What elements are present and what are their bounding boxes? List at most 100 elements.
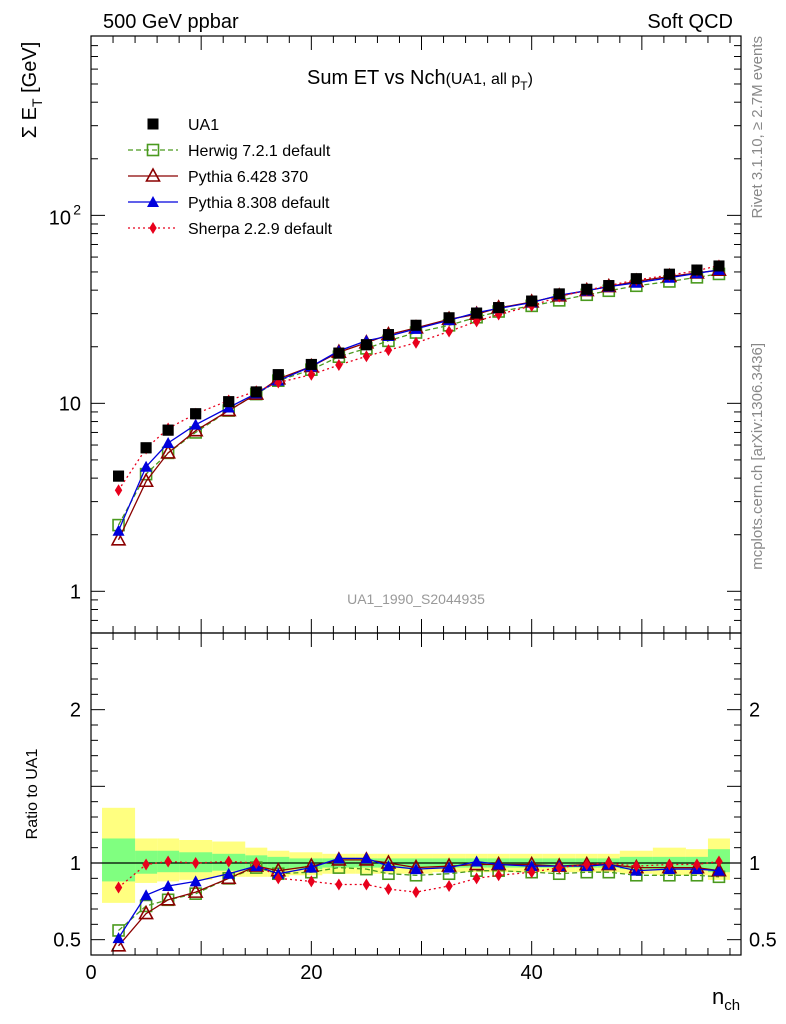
main-y-tick-label-exponent: 2 [73,201,81,217]
ratio-panel: 0.5 0.51 12 20 20 40 [53,632,777,984]
header-right: Soft QCD [647,11,733,33]
main-point-ua1 [250,386,262,398]
ratio-y-axis-label: Ratio to UA1 [24,749,41,840]
ratio-point-pythia-8-308-default [410,863,422,875]
ratio-point-pythia-6-428-370 [160,891,176,906]
ratio-y-tick-label-left: 2 [70,700,81,722]
main-point-ua1 [360,339,372,351]
ratio-point-pythia-6-428-370 [187,883,204,898]
ratio-point-sherpa-2-2-9-default [307,875,316,888]
ratio-point-pythia-8-308-default [140,889,153,901]
x-tick-label: 40 [521,962,543,984]
ratio-point-herwig-7-2-1-default [139,899,153,913]
ratio-point-sherpa-2-2-9-default [632,860,641,873]
ratio-frame [90,632,742,956]
main-point-ua1 [713,260,725,272]
ratio-point-sherpa-2-2-9-default [274,872,283,885]
legend-label: Sherpa 2.2.9 default [188,221,333,238]
main-line-pythia-6-428-370 [117,269,720,541]
main-point-sherpa-2-2-9-default [494,308,503,321]
main-point-pythia-8-308-default [162,437,175,449]
ratio-point-pythia-8-308-default [360,852,373,864]
analysis-watermark: UA1_1990_S2044935 [347,591,485,607]
main-point-ua1 [162,424,174,436]
header-left: 500 GeV ppbar [103,11,239,33]
main-point-pythia-6-428-370 [187,422,204,437]
source-label: mcplots.cern.ch [arXiv:1306.3436] [749,343,766,570]
main-point-ua1 [581,283,593,295]
ratio-point-pythia-8-308-default [525,860,538,872]
ratio-point-pythia-8-308-default [712,864,725,876]
legend-marker [146,143,160,157]
main-point-sherpa-2-2-9-default [472,315,481,328]
ratio-error-band-inner [102,838,136,882]
ratio-point-sherpa-2-2-9-default [362,878,371,891]
main-point-ua1 [272,369,284,381]
x-tick-label: 0 [85,962,96,984]
ratio-point-sherpa-2-2-9-default [224,855,233,868]
ratio-point-herwig-7-2-1-default [360,862,373,876]
main-point-ua1 [113,470,125,482]
main-point-sherpa-2-2-9-default [445,325,453,338]
main-point-ua1 [630,273,642,285]
main-point-ua1 [333,347,345,359]
ratio-y-tick-label-left: 1 [70,853,81,875]
main-point-sherpa-2-2-9-default [412,336,420,349]
legend-label: Herwig 7.2.1 default [188,143,331,160]
main-point-sherpa-2-2-9-default [114,484,123,497]
main-point-sherpa-2-2-9-default [335,358,343,371]
main-line-sherpa-2-2-9-default [117,264,720,491]
ratio-point-sherpa-2-2-9-default [583,858,591,871]
main-title: Sum ET vs Nch(UA1, all pT) [307,67,533,93]
ratio-point-sherpa-2-2-9-default [191,857,200,869]
ratio-point-sherpa-2-2-9-default [412,886,420,899]
rivet-version-label: Rivet 3.1.10, ≥ 2.7M events [749,36,766,219]
main-point-ua1 [663,268,675,280]
ratio-point-sherpa-2-2-9-default [693,858,701,871]
main-point-pythia-8-308-default [140,460,153,472]
ratio-error-band-inner [289,858,323,870]
ratio-y-tick-label-right: 2 [749,700,760,722]
ratio-point-sherpa-2-2-9-default [665,858,674,871]
legend-marker [147,118,159,130]
ratio-point-pythia-8-308-default [470,855,483,867]
legend-marker [145,167,161,182]
main-point-ua1 [553,288,565,300]
ratio-point-sherpa-2-2-9-default [252,857,260,869]
main-y-tick-label: 10 [59,393,81,415]
main-point-ua1 [223,396,235,408]
ratio-y-tick-label-right: 1 [749,853,760,875]
main-point-sherpa-2-2-9-default [307,368,316,381]
ratio-point-pythia-8-308-default [222,867,235,879]
ratio-point-pythia-8-308-default [492,858,505,870]
ratio-point-sherpa-2-2-9-default [605,857,613,869]
main-line-herwig-7-2-1-default [117,273,720,526]
x-axis-label: nch [712,984,740,1014]
ratio-point-pythia-6-428-370 [110,937,127,952]
main-y-tick-label: 10 [49,207,71,229]
legend-label: Pythia 8.308 default [188,195,330,212]
main-point-ua1 [382,329,394,341]
main-point-sherpa-2-2-9-default [362,350,371,363]
main-point-sherpa-2-2-9-default [384,344,393,357]
ratio-point-sherpa-2-2-9-default [384,883,393,896]
ratio-point-pythia-8-308-default [189,875,202,887]
main-point-ua1 [493,302,505,314]
main-point-ua1 [471,307,483,319]
ratio-point-sherpa-2-2-9-default [164,855,172,868]
ratio-point-sherpa-2-2-9-default [335,878,343,891]
main-point-pythia-6-428-370 [110,531,127,546]
legend: UA1 Herwig 7.2.1 default Pythia 6.428 370 P… [128,117,333,238]
ratio-y-tick-label-right: 0.5 [749,930,777,952]
ratio-point-sherpa-2-2-9-default [445,880,453,892]
ratio-point-sherpa-2-2-9-default [142,858,150,871]
main-line-pythia-8-308-default [117,269,720,531]
ratio-point-pythia-8-308-default [443,861,456,873]
main-point-pythia-8-308-default [112,524,125,536]
main-y-axis-label: Σ ET [GeV] [19,42,45,139]
ratio-point-sherpa-2-2-9-default [472,872,481,885]
ratio-point-pythia-8-308-default [332,852,345,864]
legend-label: UA1 [188,117,219,134]
ratio-point-sherpa-2-2-9-default [527,866,536,879]
